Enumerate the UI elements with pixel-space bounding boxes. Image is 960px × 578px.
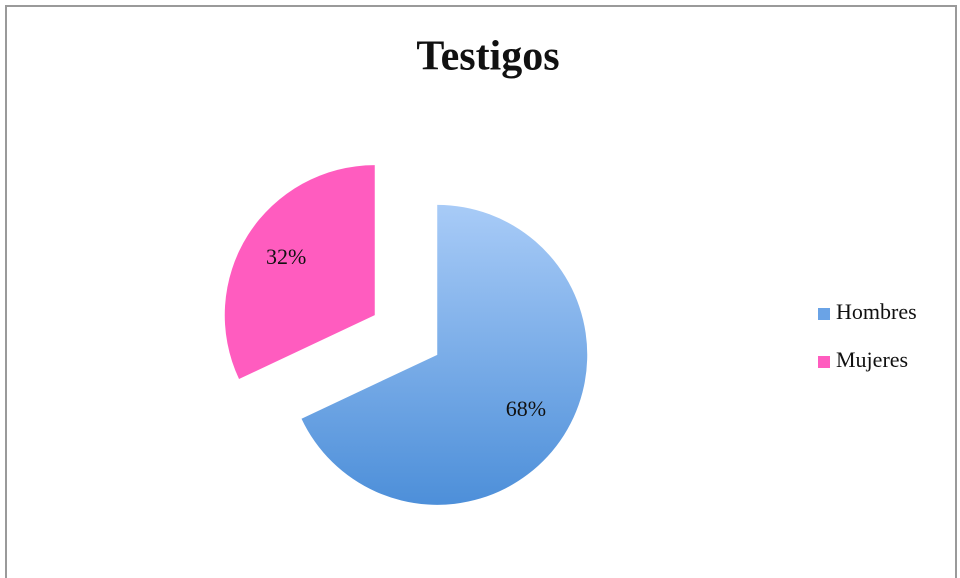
legend-label: Hombres	[836, 299, 917, 324]
legend-label: Mujeres	[836, 347, 908, 372]
pie-slice	[224, 165, 375, 380]
legend-swatch	[818, 356, 830, 368]
chart-title: Testigos	[416, 34, 559, 80]
pie-slice	[301, 204, 588, 505]
data-label: 68%	[506, 396, 546, 421]
data-label: 32%	[266, 244, 306, 269]
legend-swatch	[818, 308, 830, 320]
